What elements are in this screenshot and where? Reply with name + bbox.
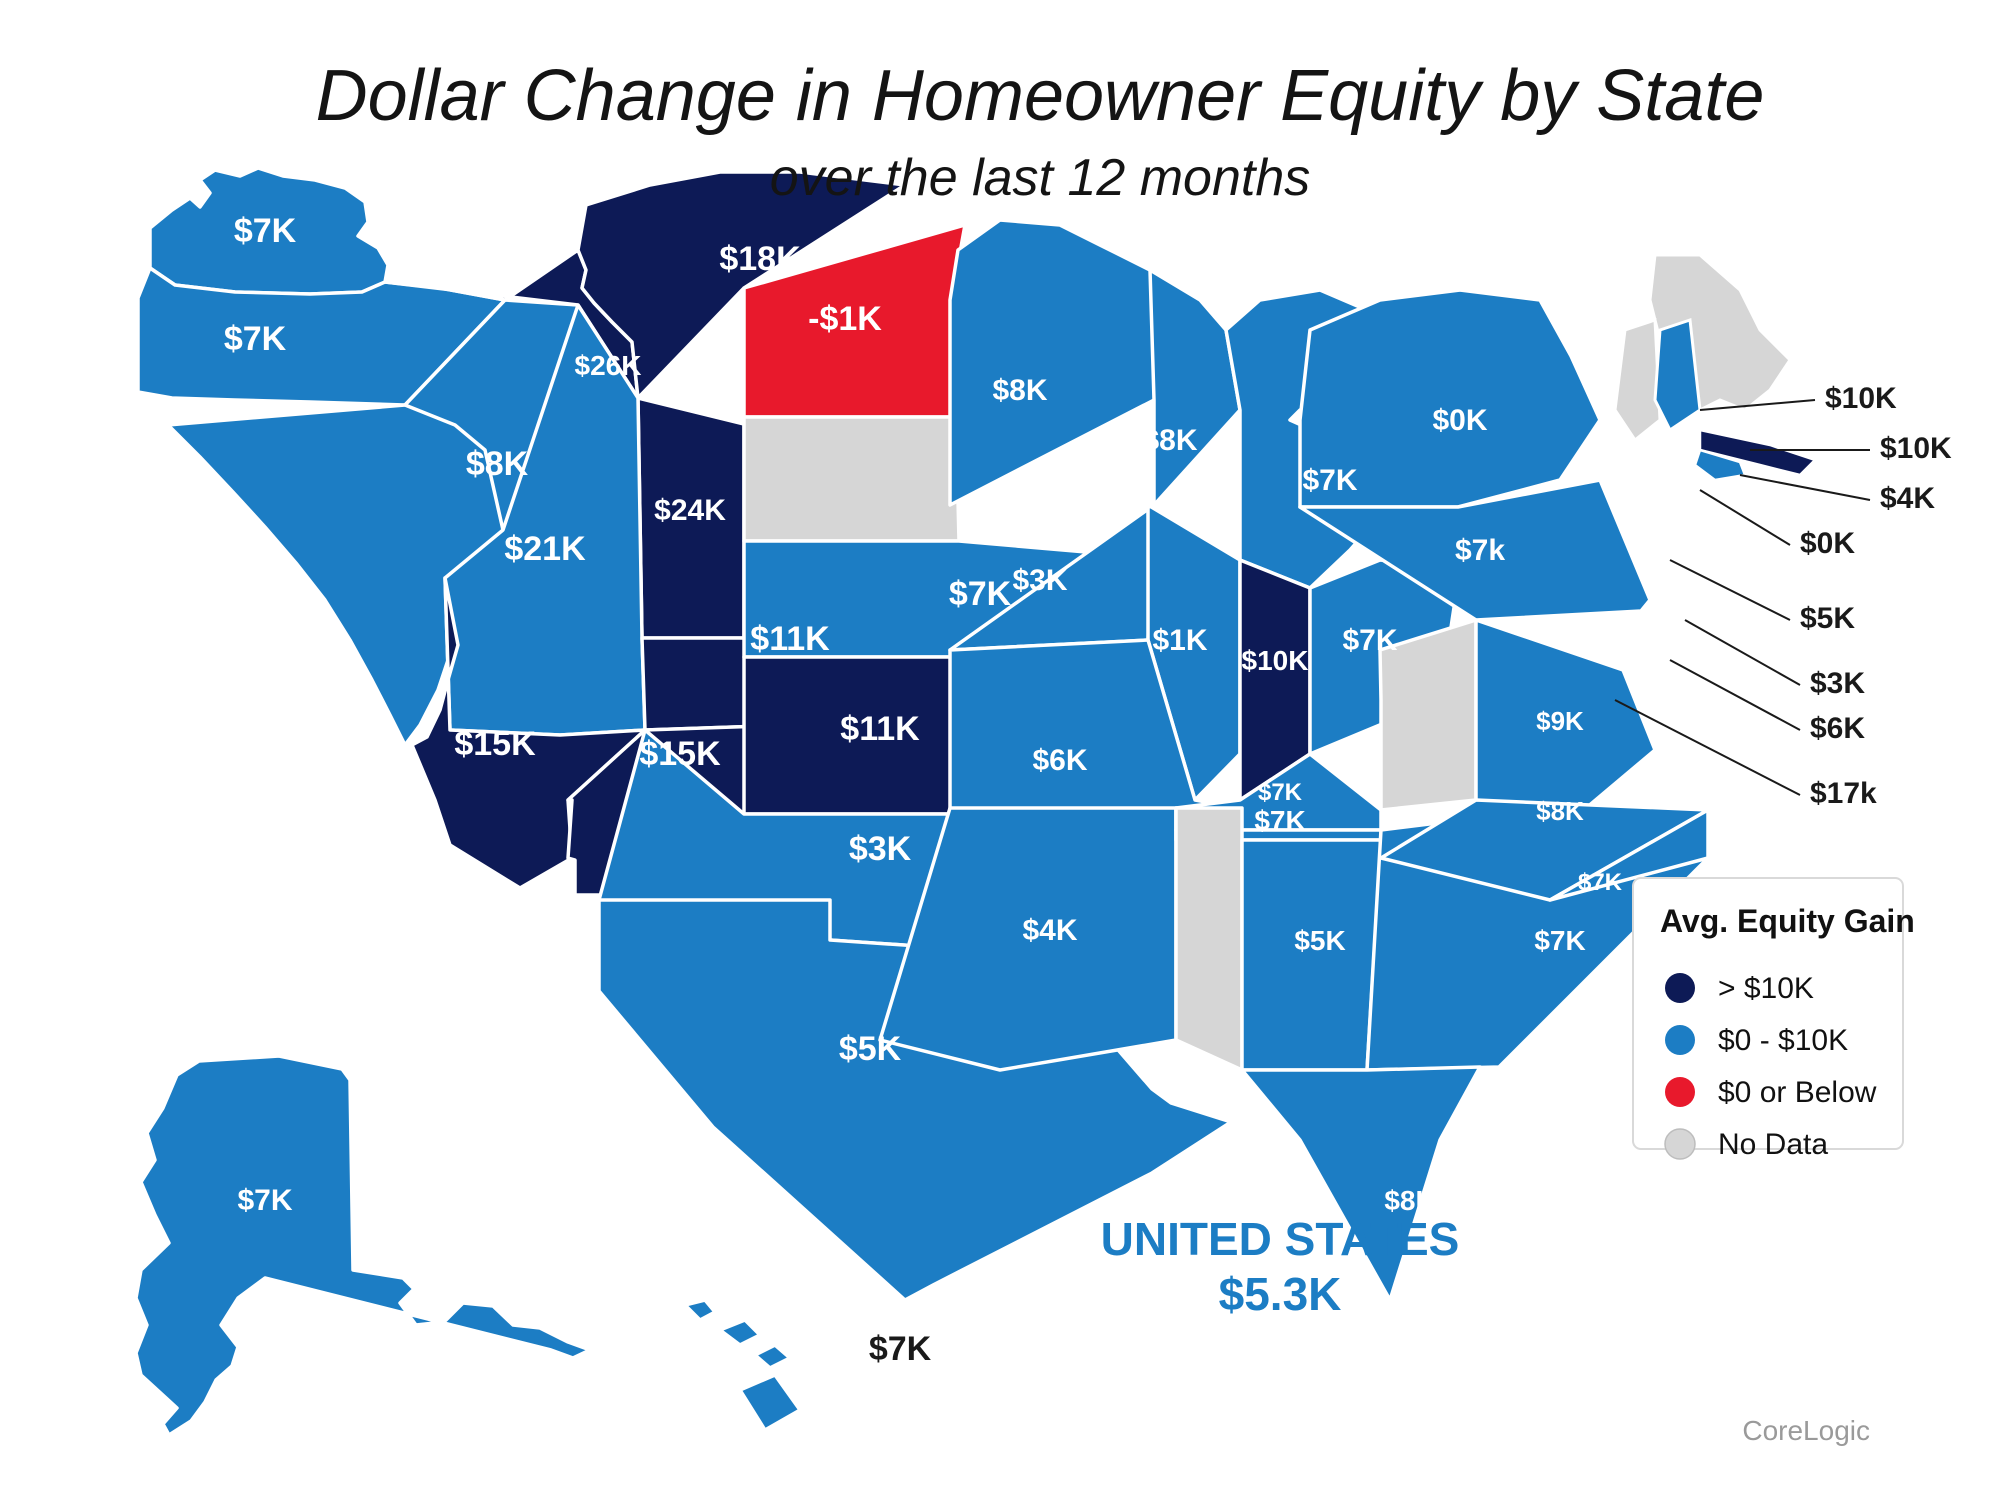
svg-text:$10K: $10K	[1825, 382, 1897, 415]
svg-text:$8K: $8K	[1142, 424, 1197, 457]
svg-text:$7K: $7K	[1342, 624, 1397, 657]
svg-text:$5K: $5K	[839, 1030, 902, 1068]
svg-text:Dollar Change in Homeowner Equ: Dollar Change in Homeowner Equity by Sta…	[316, 56, 1765, 136]
svg-text:$10K: $10K	[1880, 432, 1952, 465]
svg-text:$5K: $5K	[1294, 925, 1345, 956]
svg-text:UNITED STATES: UNITED STATES	[1101, 1213, 1460, 1265]
svg-text:$6K: $6K	[1032, 744, 1087, 777]
svg-text:$7K: $7K	[1534, 925, 1585, 956]
svg-text:CoreLogic: CoreLogic	[1742, 1415, 1870, 1446]
svg-text:$11K: $11K	[750, 620, 830, 658]
svg-text:> $10K: > $10K	[1718, 972, 1814, 1005]
svg-text:$3K: $3K	[1012, 564, 1067, 597]
svg-text:$18K: $18K	[719, 240, 801, 278]
svg-text:$15K: $15K	[454, 725, 536, 763]
svg-text:$9K: $9K	[1536, 706, 1584, 736]
svg-text:$26K: $26K	[575, 350, 642, 381]
svg-text:$8K: $8K	[1384, 1185, 1435, 1216]
svg-text:$8K: $8K	[466, 445, 529, 483]
svg-text:$7k: $7k	[1455, 534, 1505, 567]
svg-text:$17k: $17k	[1810, 777, 1877, 810]
svg-text:$4K: $4K	[1022, 914, 1077, 947]
svg-text:$5K: $5K	[1800, 602, 1855, 635]
svg-text:$2K: $2K	[199, 610, 262, 648]
svg-text:$0K: $0K	[1432, 404, 1487, 437]
svg-text:$7K: $7K	[237, 1184, 292, 1217]
svg-text:$6K: $6K	[1810, 712, 1865, 745]
svg-text:$0 - $10K: $0 - $10K	[1718, 1024, 1848, 1057]
svg-text:$24K: $24K	[654, 494, 726, 527]
svg-text:No Data: No Data	[1718, 1128, 1828, 1161]
svg-text:over the last 12 months: over the last 12 months	[770, 149, 1311, 207]
svg-text:$3K: $3K	[849, 830, 912, 868]
svg-text:$8K: $8K	[992, 374, 1047, 407]
svg-text:$4K: $4K	[1880, 482, 1935, 515]
svg-text:$1K: $1K	[1152, 624, 1207, 657]
svg-text:$15K: $15K	[639, 735, 721, 773]
svg-text:$7K: $7K	[224, 320, 287, 358]
svg-text:$7K: $7K	[1578, 869, 1623, 896]
svg-text:-$1K: -$1K	[808, 300, 882, 338]
svg-text:$11K: $11K	[840, 710, 920, 748]
svg-text:$5.3K: $5.3K	[1219, 1268, 1342, 1320]
svg-text:$3K: $3K	[1810, 667, 1865, 700]
svg-text:$7K: $7K	[1258, 779, 1303, 806]
svg-text:$0 or Below: $0 or Below	[1718, 1076, 1877, 1109]
svg-text:$8K: $8K	[1536, 796, 1584, 826]
svg-text:$10K: $10K	[1242, 645, 1309, 676]
svg-text:$21K: $21K	[504, 530, 586, 568]
svg-text:$7K: $7K	[869, 1330, 932, 1368]
svg-text:$7K: $7K	[1254, 805, 1305, 836]
svg-text:$7K: $7K	[1302, 464, 1357, 497]
svg-text:$0K: $0K	[1800, 527, 1855, 560]
svg-text:Avg. Equity Gain: Avg. Equity Gain	[1660, 903, 1915, 939]
svg-text:$7K: $7K	[234, 212, 297, 250]
svg-text:$7K: $7K	[949, 575, 1012, 613]
